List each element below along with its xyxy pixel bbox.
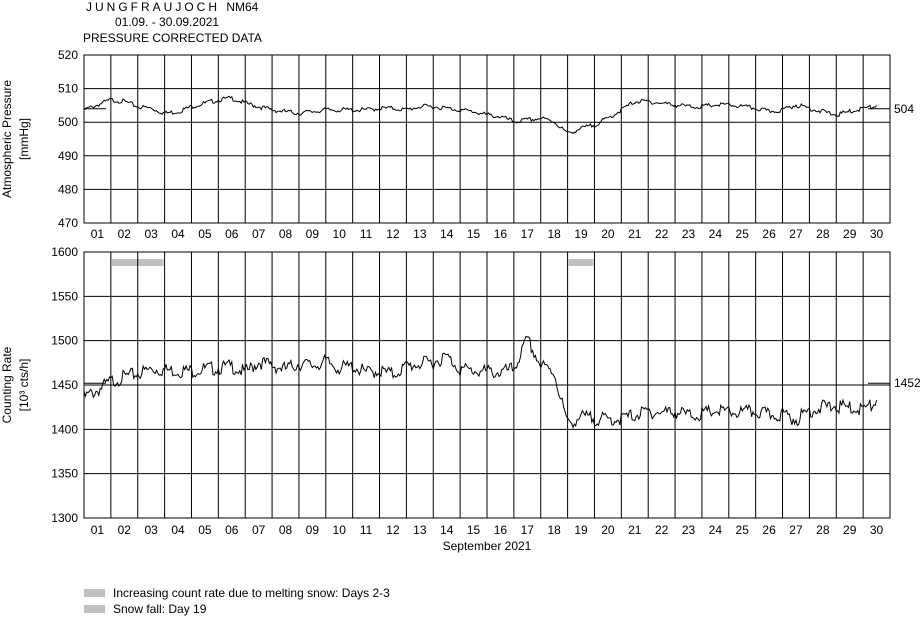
x-tick-label: 27 (789, 523, 803, 537)
x-axis-label: September 2021 (443, 539, 532, 553)
x-tick-label: 14 (440, 523, 454, 537)
x-tick-label: 28 (816, 523, 830, 537)
y-axis-label: Atmospheric Pressure (0, 80, 14, 198)
x-tick-label: 23 (682, 523, 696, 537)
x-tick-label: 24 (709, 227, 723, 241)
x-tick-label: 01 (91, 227, 105, 241)
y-tick-label: 1600 (51, 245, 78, 259)
x-tick-label: 19 (574, 523, 588, 537)
x-tick-label: 25 (736, 227, 750, 241)
x-tick-label: 11 (360, 523, 373, 537)
y-tick-label: 1350 (51, 467, 78, 481)
x-tick-label: 04 (171, 523, 185, 537)
x-tick-label: 22 (655, 227, 669, 241)
x-tick-label: 30 (870, 523, 884, 537)
date-range: 01.09. - 30.09.2021 (115, 15, 220, 29)
shaded-period-bar (568, 259, 594, 266)
x-tick-label: 26 (762, 523, 776, 537)
x-tick-label: 08 (279, 227, 293, 241)
x-tick-label: 18 (547, 523, 561, 537)
legend-item-melting-snow: Increasing count rate due to melting sno… (84, 586, 390, 600)
x-tick-label: 06 (225, 227, 239, 241)
count-rate-panel: 1300 1350 1400 1450 1500 1550 1600 01 02 03 04 05 06… (0, 245, 921, 553)
x-tick-label: 05 (198, 227, 212, 241)
x-tick-label: 11 (360, 227, 373, 241)
x-tick-label: 14 (440, 227, 454, 241)
x-tick-label: 24 (709, 523, 723, 537)
x-tick-label: 29 (843, 227, 857, 241)
x-tick-label: 06 (225, 523, 239, 537)
reference-value-label: 1452 (894, 376, 921, 390)
x-tick-label: 07 (252, 227, 266, 241)
x-tick-label: 26 (762, 227, 776, 241)
y-tick-label: 1450 (51, 378, 78, 392)
x-tick-label: 20 (601, 523, 615, 537)
y-tick-label: 520 (58, 48, 78, 62)
x-tick-label: 03 (144, 227, 158, 241)
x-tick-label: 17 (521, 523, 535, 537)
legend-label: Increasing count rate due to melting sno… (113, 586, 390, 600)
x-tick-label: 29 (843, 523, 857, 537)
x-tick-label: 19 (574, 227, 588, 241)
x-tick-label: 09 (306, 227, 320, 241)
x-tick-label: 16 (494, 227, 508, 241)
y-tick-label: 1300 (51, 511, 78, 525)
x-tick-label: 09 (306, 523, 320, 537)
x-tick-label: 03 (144, 523, 158, 537)
x-tick-label: 05 (198, 523, 212, 537)
plot-frame (83, 54, 891, 224)
x-tick-label: 08 (279, 523, 293, 537)
y-tick-label: 490 (58, 149, 78, 163)
x-tick-label: 01 (91, 523, 105, 537)
x-tick-label: 12 (386, 523, 400, 537)
y-tick-label: 1400 (51, 422, 78, 436)
y-axis-label: Counting Rate (0, 346, 14, 423)
x-tick-label: 21 (628, 523, 642, 537)
legend-label: Snow fall: Day 19 (113, 602, 207, 616)
chart-subtitle: PRESSURE CORRECTED DATA (83, 31, 262, 45)
x-tick-label: 17 (521, 227, 535, 241)
station-tag: NM64 (226, 0, 259, 14)
x-tick-label: 27 (789, 227, 803, 241)
count-rate-series-line (83, 335, 878, 429)
x-tick-label: 12 (386, 227, 400, 241)
x-tick-label: 02 (118, 227, 132, 241)
x-tick-label: 16 (494, 523, 508, 537)
y-tick-label: 480 (58, 182, 78, 196)
pressure-panel: 470 480 490 500 510 520 01 02 03 04 05 06 07 08 09 10 11… (0, 48, 914, 241)
x-tick-label: 10 (333, 227, 347, 241)
x-tick-label: 13 (413, 523, 427, 537)
legend-swatch (84, 588, 105, 597)
y-tick-label: 500 (58, 115, 78, 129)
x-tick-label: 21 (628, 227, 642, 241)
y-tick-label: 1500 (51, 334, 78, 348)
x-tick-label: 18 (547, 227, 561, 241)
y-tick-label: 1550 (51, 289, 78, 303)
x-tick-label: 10 (333, 523, 347, 537)
y-tick-label: 510 (58, 82, 78, 96)
x-tick-label: 15 (467, 523, 481, 537)
pressure-series-line (83, 95, 877, 135)
x-tick-label: 02 (118, 523, 132, 537)
x-tick-label: 28 (816, 227, 830, 241)
x-tick-label: 07 (252, 523, 266, 537)
x-tick-label: 23 (682, 227, 696, 241)
x-tick-label: 30 (870, 227, 884, 241)
legend-item-snow-fall: Snow fall: Day 19 (84, 602, 206, 616)
y-axis-label: [10³ cts/h] (17, 359, 31, 412)
x-tick-label: 13 (413, 227, 427, 241)
x-tick-label: 20 (601, 227, 615, 241)
x-tick-label: 25 (736, 523, 750, 537)
legend-swatch (84, 604, 105, 613)
x-tick-label: 04 (171, 227, 185, 241)
y-axis-label: [mmHg] (17, 118, 31, 160)
station-name: JUNGFRAUJOCH (86, 0, 220, 14)
x-tick-label: 22 (655, 523, 669, 537)
station-title: JUNGFRAUJOCH NM64 (86, 0, 258, 14)
y-tick-label: 470 (58, 216, 78, 230)
reference-value-label: 504 (894, 102, 914, 116)
x-tick-label: 15 (467, 227, 481, 241)
plot-frame (83, 251, 891, 519)
